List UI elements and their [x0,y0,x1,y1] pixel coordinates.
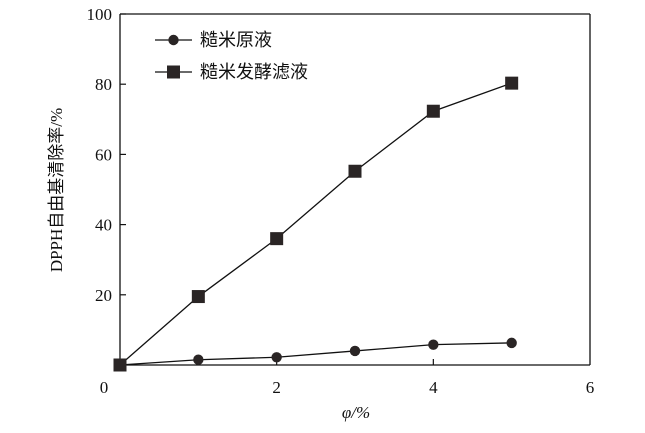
x-tick-label: 6 [586,378,595,397]
data-point-circle [428,339,439,350]
y-axis-title: DPPH自由基清除率/% [47,108,66,272]
series-line [119,342,512,366]
data-point-square [426,104,440,118]
data-point-circle [193,354,204,365]
data-point-circle [271,352,282,363]
legend-marker-circle [168,34,179,46]
legend-label: 糙米原液 [200,30,272,51]
y-tick-label: 80 [95,75,112,94]
y-tick-label: 100 [87,5,113,24]
x-tick-label: 0 [100,378,109,397]
legend-item-2: 糙米发酵滤液 [155,62,308,83]
legend-label: 糙米发酵滤液 [200,62,308,83]
series-layer [113,76,519,372]
data-point-circle [506,337,517,349]
x-tick-label: 2 [272,378,281,397]
series-line [119,82,512,366]
axes: 20 40 60 80 100 0 2 4 6 [87,5,595,397]
y-tick-label: 40 [95,216,112,235]
x-tick-label: 4 [429,378,438,397]
y-tick-label: 60 [95,145,112,164]
series-2 [113,76,519,372]
legend-marker-square [167,65,180,79]
data-point-circle [349,345,361,357]
data-point-square [270,232,284,246]
data-point-square [191,290,205,304]
data-point-square [505,76,519,90]
x-axis-title: φ/% [342,403,370,422]
data-point-square [113,358,127,372]
y-tick-label: 20 [95,286,112,305]
data-point-square [348,164,362,178]
legend-item-1: 糙米原液 [155,30,272,51]
